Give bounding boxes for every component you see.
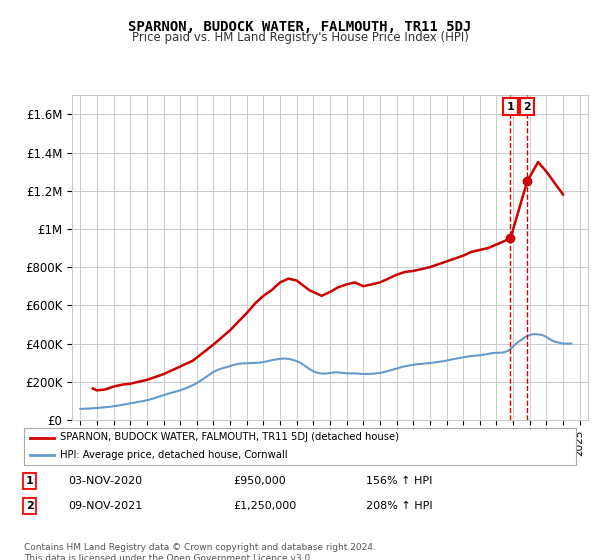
- Text: SPARNON, BUDOCK WATER, FALMOUTH, TR11 5DJ: SPARNON, BUDOCK WATER, FALMOUTH, TR11 5D…: [128, 20, 472, 34]
- Text: Price paid vs. HM Land Registry's House Price Index (HPI): Price paid vs. HM Land Registry's House …: [131, 31, 469, 44]
- Text: £1,250,000: £1,250,000: [234, 501, 297, 511]
- Text: 2: 2: [26, 501, 34, 511]
- Text: HPI: Average price, detached house, Cornwall: HPI: Average price, detached house, Corn…: [60, 450, 287, 460]
- Text: Contains HM Land Registry data © Crown copyright and database right 2024.
This d: Contains HM Land Registry data © Crown c…: [24, 543, 376, 560]
- Text: 1: 1: [26, 476, 34, 486]
- Text: 156% ↑ HPI: 156% ↑ HPI: [366, 476, 433, 486]
- Text: £950,000: £950,000: [234, 476, 287, 486]
- Text: SPARNON, BUDOCK WATER, FALMOUTH, TR11 5DJ (detached house): SPARNON, BUDOCK WATER, FALMOUTH, TR11 5D…: [60, 432, 399, 442]
- Text: 09-NOV-2021: 09-NOV-2021: [68, 501, 142, 511]
- Text: 2: 2: [523, 102, 531, 111]
- Text: 208% ↑ HPI: 208% ↑ HPI: [366, 501, 433, 511]
- Text: 03-NOV-2020: 03-NOV-2020: [68, 476, 142, 486]
- Text: 1: 1: [506, 102, 514, 111]
